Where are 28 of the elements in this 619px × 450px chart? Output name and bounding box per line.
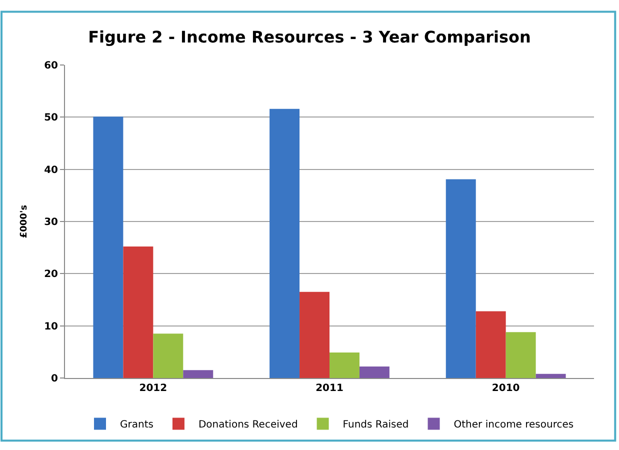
y-tick-label: 20 — [44, 269, 58, 280]
x-tick-label: 2010 — [492, 383, 520, 394]
y-tick-label: 30 — [44, 217, 58, 228]
legend-label: Other income resources — [454, 420, 574, 431]
legend-label: Funds Raised — [342, 420, 409, 431]
bar — [183, 370, 214, 378]
bar — [506, 332, 536, 378]
bar — [93, 116, 124, 378]
bar — [330, 352, 360, 378]
bar — [536, 374, 566, 378]
y-tick-label: 10 — [44, 321, 58, 332]
chart-title: Figure 2 - Income Resources - 3 Year Comparison — [88, 28, 531, 47]
legend-label: Grants — [120, 420, 154, 431]
x-tick-label: 2011 — [316, 383, 344, 394]
x-tick-label: 2012 — [139, 383, 168, 394]
bar — [300, 292, 330, 378]
y-tick-label: 40 — [44, 164, 58, 176]
bar — [359, 366, 390, 378]
y-axis-title: £000's — [19, 204, 30, 238]
bar — [153, 334, 184, 378]
bar — [446, 179, 476, 378]
y-tick-label: 0 — [51, 374, 58, 384]
bar — [476, 311, 506, 378]
legend-label: Donations Received — [198, 420, 298, 431]
bar — [123, 246, 154, 378]
y-tick-label: 60 — [44, 60, 58, 72]
bar — [270, 108, 300, 378]
y-tick-label: 50 — [44, 112, 58, 124]
